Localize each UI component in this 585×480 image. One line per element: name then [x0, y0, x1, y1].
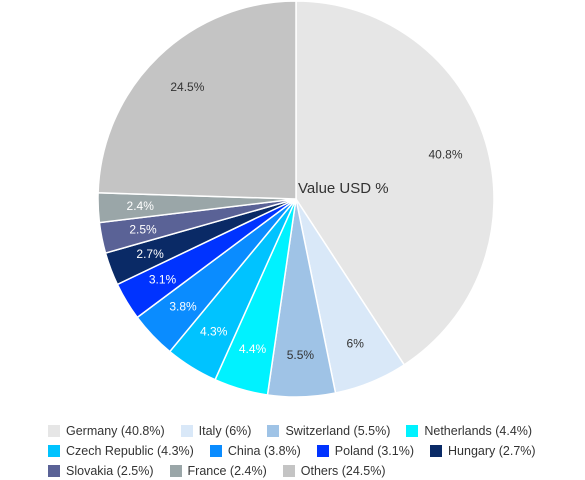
legend-item: Czech Republic (4.3%) — [48, 444, 194, 458]
legend-swatch — [316, 445, 329, 457]
slice-label-5: 3.8% — [169, 300, 197, 314]
chart-title: Value USD % — [298, 180, 389, 197]
legend-label: Others (24.5%) — [300, 464, 386, 478]
legend-item: Slovakia (2.5%) — [48, 464, 154, 478]
pie-data-labels: 40.8% 6% 5.5% 4.4% 4.3%3.8% 3.1% 2.7% 2.5% 2.4% 2… — [127, 80, 463, 362]
pie-slices — [97, 0, 495, 398]
legend-swatch — [267, 425, 280, 437]
slice-label-1: 6% — [347, 336, 365, 350]
chart-legend: Germany (40.8%) Italy (6%) Switzerland (5.… — [48, 424, 558, 478]
legend-item: China (3.8%) — [209, 444, 301, 458]
legend-label: Hungary (2.7%) — [448, 444, 536, 458]
slice-label-9: 2.4% — [127, 199, 155, 213]
slice-label-7: 2.7% — [136, 247, 164, 261]
legend-swatch — [48, 465, 60, 477]
legend-item: Poland (3.1%) — [316, 444, 415, 458]
legend-label: Slovakia (2.5%) — [66, 464, 154, 478]
legend-label: China (3.8%) — [227, 444, 301, 458]
legend-label: Italy (6%) — [198, 424, 252, 438]
legend-item: Others (24.5%) — [282, 464, 386, 478]
legend-swatch — [48, 425, 60, 437]
legend-swatch — [430, 445, 443, 457]
legend-label: Poland (3.1%) — [334, 444, 415, 458]
legend-swatch — [406, 425, 419, 437]
legend-item: Germany (40.8%) — [48, 424, 165, 438]
slice-label-6: 3.1% — [149, 273, 177, 287]
legend-item: Italy (6%) — [180, 424, 252, 438]
legend-label: Netherlands (4.4%) — [424, 424, 533, 438]
slice-label-10: 24.5% — [170, 80, 204, 94]
legend-item: France (2.4%) — [169, 464, 267, 478]
legend-item: Switzerland (5.5%) — [267, 424, 390, 438]
slice-label-2: 5.5% — [287, 348, 315, 362]
slice-label-4: 4.3% — [200, 325, 228, 339]
legend-label: Switzerland (5.5%) — [285, 424, 391, 438]
legend-label: France (2.4%) — [187, 464, 267, 478]
legend-swatch — [209, 445, 222, 457]
legend-swatch — [169, 465, 182, 477]
legend-swatch — [180, 425, 193, 437]
legend-item: Netherlands (4.4%) — [406, 424, 532, 438]
slice-label-8: 2.5% — [129, 223, 157, 237]
legend-label: Czech Republic (4.3%) — [66, 444, 194, 458]
legend-label: Germany (40.8%) — [66, 424, 165, 438]
legend-item: Hungary (2.7%) — [430, 444, 536, 458]
pie-slice-10 — [97, 0, 297, 200]
slice-label-3: 4.4% — [239, 342, 267, 356]
slice-label-0: 40.8% — [428, 148, 462, 162]
legend-swatch — [282, 465, 295, 477]
legend-swatch — [48, 445, 60, 457]
pie-chart-svg: 40.8% 6% 5.5% 4.4% 4.3%3.8% 3.1% 2.7% 2.5% 2.4% 2… — [97, 0, 495, 398]
